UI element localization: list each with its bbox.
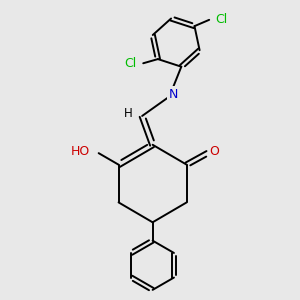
Text: HO: HO: [71, 145, 90, 158]
Text: H: H: [124, 107, 133, 120]
Text: Cl: Cl: [125, 57, 137, 70]
Text: O: O: [209, 145, 219, 158]
Text: N: N: [169, 88, 178, 101]
Text: Cl: Cl: [215, 13, 228, 26]
